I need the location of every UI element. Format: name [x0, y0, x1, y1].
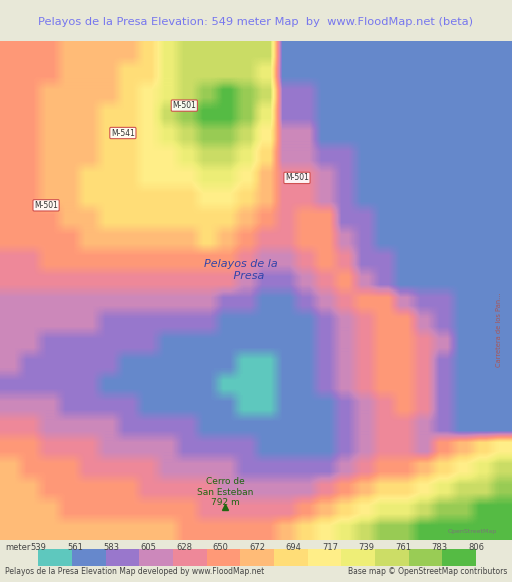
Text: M-501: M-501	[34, 201, 58, 210]
Bar	[207, 549, 241, 566]
Text: 806: 806	[468, 543, 484, 552]
Text: 717: 717	[322, 543, 338, 552]
Text: 539: 539	[30, 543, 47, 552]
Text: 561: 561	[67, 543, 83, 552]
Text: M-541: M-541	[111, 129, 135, 137]
Text: Base map © OpenStreetMap contributors: Base map © OpenStreetMap contributors	[348, 567, 507, 576]
Text: 650: 650	[213, 543, 229, 552]
Bar	[274, 549, 308, 566]
Bar	[409, 549, 442, 566]
Bar	[173, 549, 207, 566]
Text: Carretera de los Pan...: Carretera de los Pan...	[496, 293, 502, 367]
Text: meter: meter	[5, 543, 31, 552]
Bar	[139, 549, 173, 566]
Text: 628: 628	[176, 543, 193, 552]
Bar	[241, 549, 274, 566]
Bar	[38, 549, 72, 566]
Text: Pelayos de la Presa Elevation Map developed by www.FloodMap.net: Pelayos de la Presa Elevation Map develo…	[5, 567, 264, 576]
Bar	[342, 549, 375, 566]
Text: 783: 783	[432, 543, 447, 552]
Text: M-501: M-501	[173, 101, 196, 110]
Text: 583: 583	[103, 543, 119, 552]
Text: M-501: M-501	[285, 173, 309, 182]
Text: OpenStreetMap: OpenStreetMap	[447, 528, 497, 534]
Bar	[308, 549, 342, 566]
Text: Pelayos de la Presa Elevation: 549 meter Map  by  www.FloodMap.net (beta): Pelayos de la Presa Elevation: 549 meter…	[38, 17, 474, 27]
Bar	[72, 549, 106, 566]
Bar	[442, 549, 476, 566]
Text: Cerro de
San Esteban
792 m: Cerro de San Esteban 792 m	[197, 477, 253, 507]
Text: Pelayos de la
     Presa: Pelayos de la Presa	[204, 260, 278, 281]
Text: 694: 694	[286, 543, 302, 552]
Bar	[375, 549, 409, 566]
Text: 672: 672	[249, 543, 265, 552]
Text: 739: 739	[359, 543, 375, 552]
Bar	[106, 549, 139, 566]
Text: 605: 605	[140, 543, 156, 552]
Text: 761: 761	[395, 543, 411, 552]
